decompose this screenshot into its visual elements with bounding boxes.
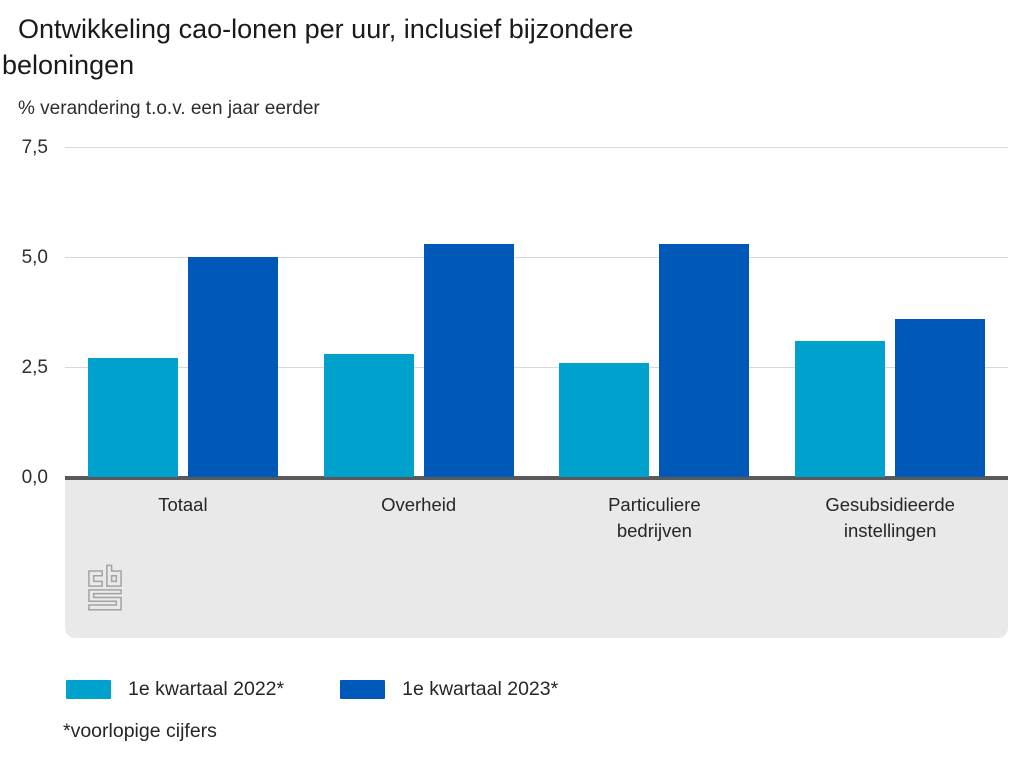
chart-legend: 1e kwartaal 2022* 1e kwartaal 2023* xyxy=(66,678,559,700)
footnote: *voorlopige cijfers xyxy=(63,720,217,742)
category-label-overheid: Overheid xyxy=(381,494,457,515)
cbs-logo-letter-c xyxy=(88,570,103,587)
bar-particuliere-bedrijven-series1 xyxy=(559,362,650,477)
bar-overheid-series1 xyxy=(323,353,414,477)
y-tick-label-0,0: 0,0 xyxy=(21,467,48,488)
category-band xyxy=(65,480,1008,638)
legend-item-2: 1e kwartaal 2023* xyxy=(340,678,559,700)
legend-swatch-2 xyxy=(340,680,386,699)
category-label-gesubsidieerde-instellingen: Gesubsidieerde instellingen xyxy=(825,494,955,541)
y-tick-label-2,5: 2,5 xyxy=(21,357,48,378)
legend-label-2: 1e kwartaal 2023* xyxy=(402,678,559,700)
bar-gesubsidieerde-instellingen-series1 xyxy=(795,340,886,477)
chart-title-line2: beloningen xyxy=(2,50,135,80)
bar-overheid-series2 xyxy=(423,243,514,477)
bar-totaal-series1 xyxy=(87,358,178,477)
bar-gesubsidieerde-instellingen-series2 xyxy=(895,318,986,477)
cbs-logo-letter-b xyxy=(106,564,122,587)
legend-item-1: 1e kwartaal 2022* xyxy=(66,678,285,700)
gridline-2,5 xyxy=(65,367,1008,368)
category-label-particuliere-bedrijven: Particuliere bedrijven xyxy=(608,494,701,541)
gridline-5,0 xyxy=(65,257,1008,258)
bar-totaal-series2 xyxy=(187,257,278,477)
y-axis-unit-label: % verandering t.o.v. een jaar eerder xyxy=(18,98,320,119)
cbs-logo-letter-s xyxy=(88,589,122,611)
chart-title-line1: Ontwikkeling cao-lonen per uur, inclusie… xyxy=(18,14,634,44)
category-label-totaal: Totaal xyxy=(158,494,208,515)
cbs-logo-icon xyxy=(88,564,122,611)
bar-particuliere-bedrijven-series2 xyxy=(659,243,750,477)
gridline-7,5 xyxy=(65,147,1008,148)
x-axis-baseline xyxy=(65,476,1008,480)
y-tick-label-5,0: 5,0 xyxy=(21,247,48,268)
legend-swatch-1 xyxy=(66,680,111,699)
legend-label-1: 1e kwartaal 2022* xyxy=(128,678,285,700)
y-tick-label-7,5: 7,5 xyxy=(21,137,48,158)
